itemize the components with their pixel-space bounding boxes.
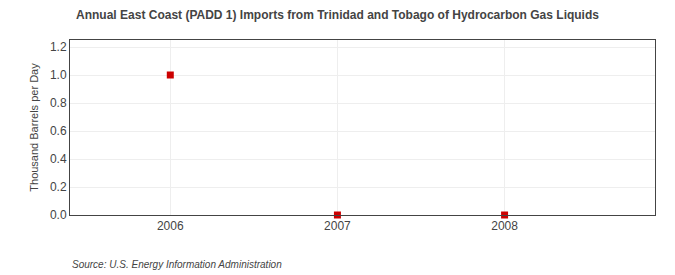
svg-text:2008: 2008 [491,219,518,233]
svg-text:0.4: 0.4 [50,152,67,166]
svg-text:1.0: 1.0 [50,68,67,82]
svg-text:2006: 2006 [157,219,184,233]
svg-text:1.2: 1.2 [50,40,67,54]
svg-text:2007: 2007 [324,219,351,233]
svg-text:Source: U.S. Energy Informatio: Source: U.S. Energy Information Administ… [72,259,282,270]
svg-text:0.2: 0.2 [50,180,67,194]
svg-text:Annual East Coast (PADD 1) Imp: Annual East Coast (PADD 1) Imports from … [76,8,599,22]
svg-text:Thousand Barrels per Day: Thousand Barrels per Day [28,63,40,192]
svg-text:0.8: 0.8 [50,96,67,110]
svg-text:0.6: 0.6 [50,124,67,138]
svg-text:0.0: 0.0 [50,208,67,222]
